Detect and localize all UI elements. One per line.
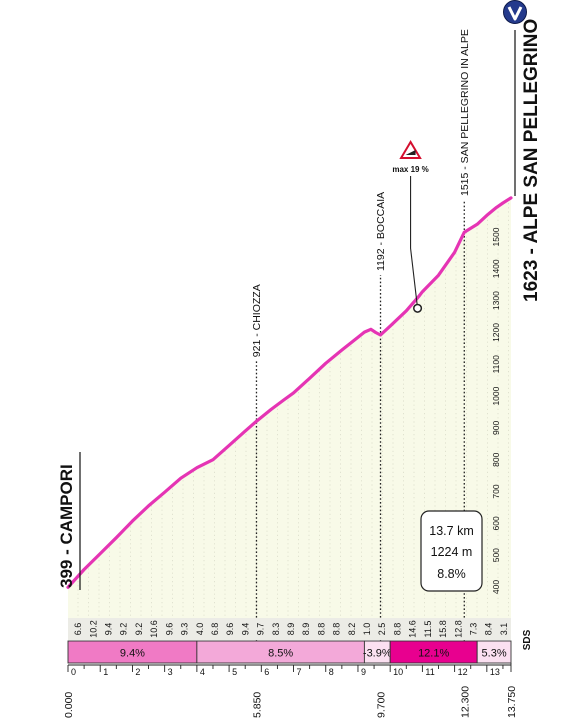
y-tick-label: 1300 bbox=[491, 291, 501, 310]
distance-mark-label: 5.850 bbox=[251, 692, 263, 718]
y-tick-label: 700 bbox=[491, 484, 501, 498]
km-gradient-value: 4.0 bbox=[195, 623, 205, 636]
waypoint-label: 1515 - SAN PELLEGRINO IN ALPE bbox=[459, 29, 471, 196]
y-tick-label: 900 bbox=[491, 421, 501, 435]
elevation-area bbox=[68, 197, 511, 618]
y-tick-label: 1100 bbox=[491, 355, 501, 374]
max-gradient-pointer bbox=[410, 176, 419, 309]
x-tick-label: 9 bbox=[361, 667, 366, 677]
x-tick-label: 12 bbox=[458, 667, 468, 677]
x-tick-label: 1 bbox=[103, 667, 108, 677]
x-tick-label: 4 bbox=[200, 667, 205, 677]
distance-mark-label: 12.300 bbox=[459, 686, 471, 718]
sector-bar: 9.4% 8.5% -3.9% 12.1% 5.3% bbox=[67, 640, 512, 664]
y-tick-label: 1000 bbox=[491, 386, 501, 405]
summary-box: 13.7 km 1224 m 8.8% bbox=[420, 510, 483, 592]
km-gradient-value: 8.8 bbox=[332, 623, 342, 636]
km-gradient-value: 10.2 bbox=[88, 620, 98, 638]
y-tick-label: 1400 bbox=[491, 259, 501, 278]
km-gradient-value: 1.0 bbox=[362, 623, 372, 636]
km-gradient-value: 8.8 bbox=[316, 623, 326, 636]
waypoint-lines: 921 - CHIOZZA 1192 - BOCCAIA 1515 - SAN PE… bbox=[251, 29, 471, 648]
km-gradient-value: 3.1 bbox=[499, 623, 509, 636]
km-gradient-value: 9.7 bbox=[256, 623, 266, 636]
km-gradient-value: 15.8 bbox=[438, 620, 448, 638]
endpoint-labels: 399 - CAMPORI 1623 - ALPE SAN PELLEGRINO bbox=[57, 0, 542, 590]
km-gradient-value: 9.2 bbox=[134, 623, 144, 636]
x-tick-label: 5 bbox=[232, 667, 237, 677]
km-gradient-value: 8.9 bbox=[286, 623, 296, 636]
x-tick-label: 10 bbox=[393, 667, 403, 677]
sds-source-label: SDS bbox=[522, 629, 533, 650]
km-axis: 0 1 2 3 4 5 6 7 8 9 10 11 12 130.000 5.850 9.700 12.300 1… bbox=[63, 663, 518, 718]
x-tick-label: 3 bbox=[168, 667, 173, 677]
km-gradient-value: 9.6 bbox=[164, 623, 174, 636]
sector-label: 5.3% bbox=[482, 648, 507, 660]
finish-label: 1623 - ALPE SAN PELLEGRINO bbox=[521, 19, 542, 302]
y-tick-label: 600 bbox=[491, 516, 501, 530]
km-gradient-value: 12.8 bbox=[453, 620, 463, 638]
x-tick-label: 8 bbox=[329, 667, 334, 677]
sector-label: -3.9% bbox=[363, 648, 392, 660]
summary-distance: 13.7 km bbox=[429, 524, 473, 538]
km-gradient-value: 9.2 bbox=[119, 623, 129, 636]
max-gradient-label: max 19 % bbox=[392, 165, 428, 174]
y-tick-label: 800 bbox=[491, 452, 501, 466]
summary-average: 8.8% bbox=[437, 567, 466, 581]
km-gradient-value: 8.3 bbox=[271, 623, 281, 636]
y-tick-label: 500 bbox=[491, 548, 501, 562]
x-tick-label: 6 bbox=[264, 667, 269, 677]
max-gradient-marker: max 19 % bbox=[392, 140, 429, 313]
summary-frame bbox=[420, 510, 483, 592]
km-gradient-value: 6.6 bbox=[73, 623, 83, 636]
distance-mark-label: 9.700 bbox=[376, 692, 388, 718]
km-gradient-value: 8.9 bbox=[301, 623, 311, 636]
elevation-line bbox=[66, 196, 513, 589]
strip-background bbox=[68, 618, 511, 640]
distance-mark-label: 13.750 bbox=[506, 686, 518, 718]
waypoint-label: 1192 - BOCCAIA bbox=[375, 192, 387, 271]
km-gradient-value: 11.5 bbox=[423, 621, 433, 638]
km-gradient-value: 9.3 bbox=[180, 623, 190, 636]
distance-mark-label: 0.000 bbox=[63, 692, 75, 718]
sector-segment bbox=[476, 640, 512, 664]
finish-shield-icon bbox=[503, 0, 527, 24]
sector-label: 9.4% bbox=[120, 648, 145, 660]
km-gradient-value: 9.4 bbox=[104, 623, 114, 636]
y-tick-label: 400 bbox=[491, 580, 501, 594]
x-tick-label: 0 bbox=[71, 667, 76, 677]
km-gradient-strip: 6.6 10.2 9.4 9.2 9.2 10.6 9.6 9.3 4.0 6.8 9.6 9.4 9.… bbox=[68, 618, 533, 650]
km-gradient-value: 8.4 bbox=[484, 623, 494, 636]
max-gradient-point bbox=[413, 303, 423, 313]
km-gradient-value: 6.8 bbox=[210, 623, 220, 636]
start-label: 399 - CAMPORI bbox=[57, 464, 76, 588]
x-tick-label: 11 bbox=[425, 667, 434, 677]
gradient-slope-glyph bbox=[405, 150, 416, 155]
sector-label: 8.5% bbox=[268, 648, 293, 660]
km-gradient-value: 10.6 bbox=[149, 620, 159, 638]
km-gradient-value: 7.3 bbox=[468, 623, 478, 636]
km-gradient-value: 8.2 bbox=[347, 623, 357, 636]
x-tick-label: 13 bbox=[490, 667, 500, 677]
x-tick-label: 7 bbox=[297, 667, 302, 677]
x-tick-label: 2 bbox=[135, 667, 140, 677]
km-gradient-value: 9.4 bbox=[240, 623, 250, 636]
y-axis-labels: 400 500 600 700 800 900 1000 1100 1200 1300 1400 15… bbox=[491, 227, 501, 594]
km-gradient-value: 2.5 bbox=[377, 623, 387, 636]
km-gradient-value: 9.6 bbox=[225, 623, 235, 636]
km-gradient-value: 14.6 bbox=[408, 620, 418, 638]
finish-shield-glyph bbox=[507, 6, 523, 21]
y-tick-label: 1500 bbox=[491, 227, 501, 246]
km-gradient-value: 8.8 bbox=[392, 623, 402, 636]
sector-label: 12.1% bbox=[418, 648, 449, 660]
summary-gain: 1224 m bbox=[431, 545, 473, 559]
y-tick-label: 1200 bbox=[491, 323, 501, 342]
gradient-warning-icon bbox=[399, 140, 422, 159]
waypoint-label: 921 - CHIOZZA bbox=[251, 284, 263, 357]
